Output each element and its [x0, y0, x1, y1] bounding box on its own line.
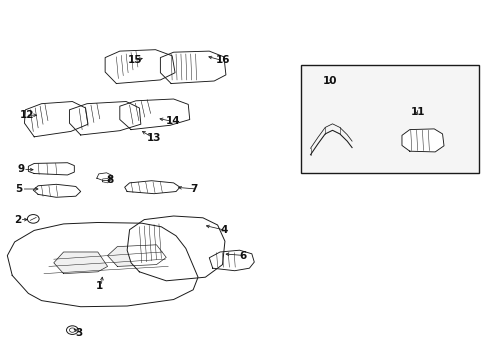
Text: 3: 3 — [76, 328, 83, 338]
Text: 8: 8 — [106, 175, 114, 185]
Polygon shape — [28, 163, 74, 175]
Text: 2: 2 — [14, 215, 21, 225]
Text: 6: 6 — [239, 251, 246, 261]
Text: 16: 16 — [216, 55, 230, 66]
Polygon shape — [33, 184, 81, 197]
Text: 14: 14 — [166, 116, 181, 126]
Text: 7: 7 — [190, 184, 198, 194]
Polygon shape — [127, 216, 224, 281]
Text: 5: 5 — [16, 184, 23, 194]
Text: 15: 15 — [128, 55, 142, 66]
Polygon shape — [69, 102, 141, 135]
Polygon shape — [160, 51, 225, 84]
Bar — [300, 65, 478, 173]
Text: 13: 13 — [146, 132, 161, 143]
Text: 11: 11 — [410, 107, 425, 117]
Circle shape — [66, 326, 78, 334]
Text: 9: 9 — [17, 164, 24, 174]
Circle shape — [69, 328, 75, 332]
Text: 1: 1 — [95, 281, 102, 291]
Polygon shape — [401, 129, 443, 152]
Polygon shape — [24, 102, 88, 137]
Text: 12: 12 — [20, 110, 34, 120]
Text: 10: 10 — [322, 76, 337, 86]
Polygon shape — [107, 245, 166, 266]
Polygon shape — [209, 250, 254, 271]
Text: 4: 4 — [220, 225, 227, 235]
Polygon shape — [7, 222, 198, 307]
Polygon shape — [124, 181, 180, 194]
Polygon shape — [54, 252, 107, 274]
Polygon shape — [120, 99, 189, 130]
Polygon shape — [102, 179, 110, 183]
Polygon shape — [97, 173, 112, 181]
Polygon shape — [105, 50, 175, 84]
Circle shape — [27, 215, 39, 223]
